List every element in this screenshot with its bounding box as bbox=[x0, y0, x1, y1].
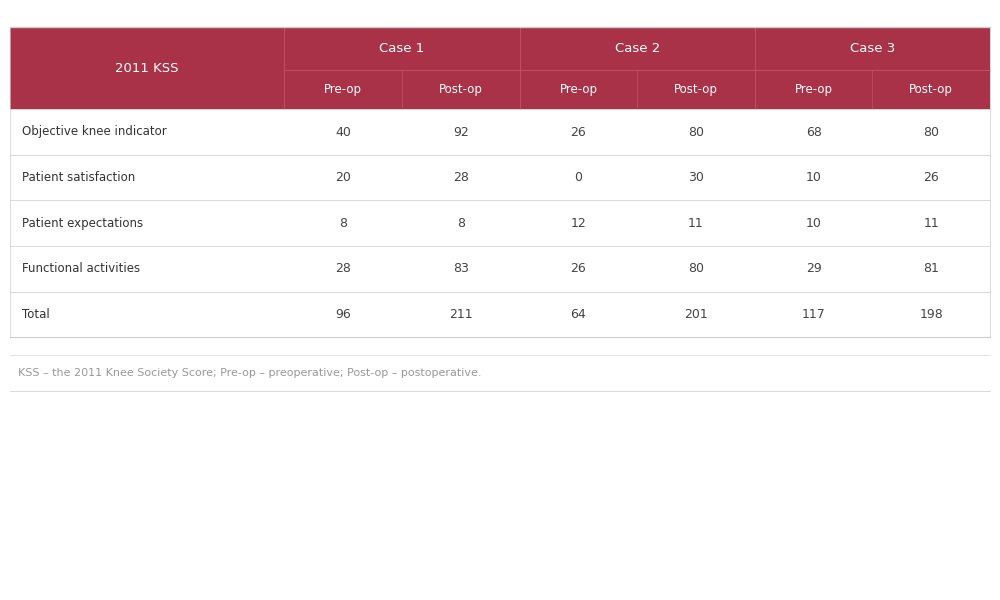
Text: 12: 12 bbox=[571, 217, 586, 230]
Text: 8: 8 bbox=[457, 217, 465, 230]
Text: 8: 8 bbox=[339, 217, 347, 230]
Text: Post-op: Post-op bbox=[909, 83, 953, 96]
Text: 40: 40 bbox=[335, 125, 351, 139]
Text: 29: 29 bbox=[806, 262, 821, 275]
Text: Case 3: Case 3 bbox=[850, 42, 895, 55]
Text: KSS – the 2011 Knee Society Score; Pre-op – preoperative; Post-op – postoperativ: KSS – the 2011 Knee Society Score; Pre-o… bbox=[18, 368, 482, 378]
Bar bbox=[10, 246, 990, 292]
Bar bbox=[10, 109, 990, 155]
Text: 68: 68 bbox=[806, 125, 822, 139]
Text: 28: 28 bbox=[453, 171, 469, 184]
Text: 11: 11 bbox=[923, 217, 939, 230]
Text: 10: 10 bbox=[806, 217, 822, 230]
Text: 26: 26 bbox=[571, 125, 586, 139]
Text: 201: 201 bbox=[684, 308, 708, 321]
Text: 211: 211 bbox=[449, 308, 473, 321]
Text: Post-op: Post-op bbox=[674, 83, 718, 96]
Text: Pre-op: Pre-op bbox=[324, 83, 362, 96]
Bar bbox=[10, 355, 990, 391]
Text: 81: 81 bbox=[923, 262, 939, 275]
Text: 80: 80 bbox=[688, 262, 704, 275]
Text: 20: 20 bbox=[335, 171, 351, 184]
Text: Pre-op: Pre-op bbox=[559, 83, 597, 96]
Text: Patient expectations: Patient expectations bbox=[22, 217, 143, 230]
Text: 30: 30 bbox=[688, 171, 704, 184]
Text: Functional activities: Functional activities bbox=[22, 262, 140, 275]
Text: 2011 KSS: 2011 KSS bbox=[115, 62, 179, 74]
Text: 80: 80 bbox=[688, 125, 704, 139]
Text: 92: 92 bbox=[453, 125, 469, 139]
Text: 26: 26 bbox=[571, 262, 586, 275]
Text: Case 1: Case 1 bbox=[379, 42, 425, 55]
Bar bbox=[10, 155, 990, 200]
Text: 83: 83 bbox=[453, 262, 469, 275]
Text: 0: 0 bbox=[574, 171, 582, 184]
Text: Pre-op: Pre-op bbox=[795, 83, 833, 96]
Text: Objective knee indicator: Objective knee indicator bbox=[22, 125, 167, 139]
Text: Post-op: Post-op bbox=[439, 83, 483, 96]
Text: 96: 96 bbox=[335, 308, 351, 321]
Bar bbox=[10, 200, 990, 246]
Text: 64: 64 bbox=[571, 308, 586, 321]
Text: Patient satisfaction: Patient satisfaction bbox=[22, 171, 135, 184]
Text: Total: Total bbox=[22, 308, 50, 321]
Text: 10: 10 bbox=[806, 171, 822, 184]
Bar bbox=[10, 27, 990, 109]
Bar bbox=[10, 292, 990, 337]
Text: 80: 80 bbox=[923, 125, 939, 139]
Text: Case 2: Case 2 bbox=[615, 42, 660, 55]
Text: 26: 26 bbox=[923, 171, 939, 184]
Text: 117: 117 bbox=[802, 308, 825, 321]
Text: 198: 198 bbox=[919, 308, 943, 321]
Text: 11: 11 bbox=[688, 217, 704, 230]
Text: 28: 28 bbox=[335, 262, 351, 275]
